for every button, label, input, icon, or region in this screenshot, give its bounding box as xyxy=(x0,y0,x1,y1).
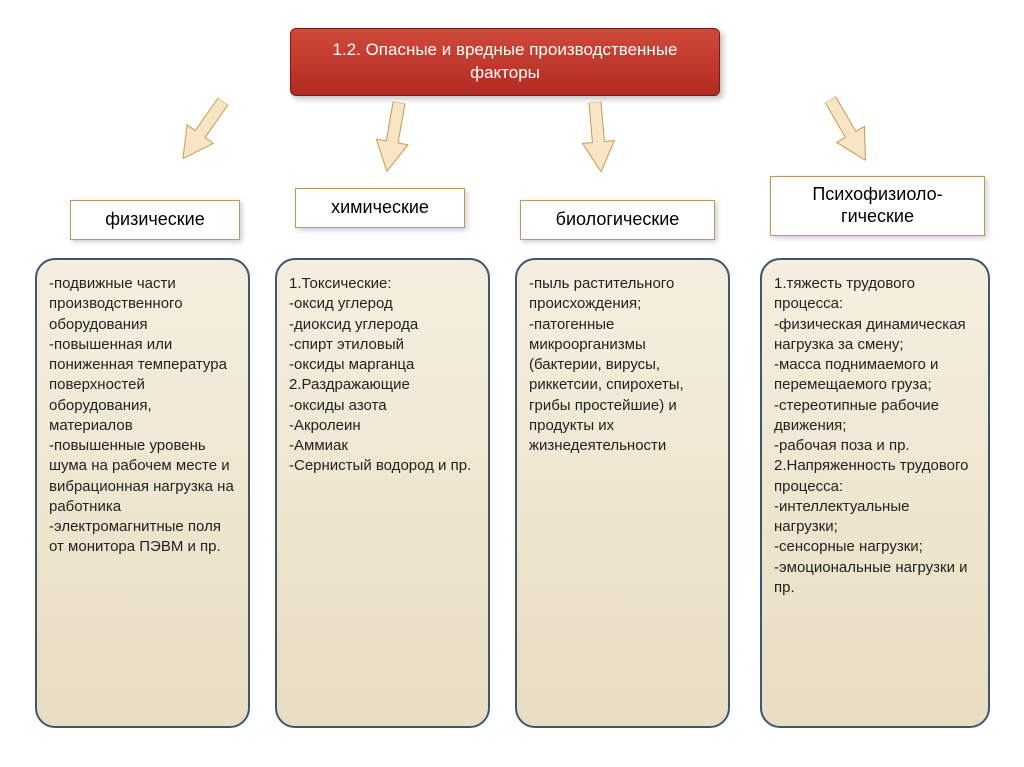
content-psychophys: 1.тяжесть трудового процесса: -физическа… xyxy=(760,258,990,728)
category-label: химические xyxy=(331,197,429,219)
category-label: физические xyxy=(105,209,205,231)
arrow-1 xyxy=(369,99,417,174)
arrow-3 xyxy=(815,91,881,170)
content-physical: -подвижные части производственного обору… xyxy=(35,258,250,728)
category-biological: биологические xyxy=(520,200,715,240)
diagram-title: 1.2. Опасные и вредные производственные … xyxy=(290,28,720,96)
category-physical: физические xyxy=(70,200,240,240)
content-chemical: 1.Токсические: -оксид углерод -диоксид у… xyxy=(275,258,490,728)
category-chemical: химические xyxy=(295,188,465,228)
category-label: биологические xyxy=(556,209,680,231)
arrow-0 xyxy=(168,91,238,169)
category-label: Психофизиоло-гические xyxy=(779,184,976,227)
category-psychophys: Психофизиоло-гические xyxy=(770,176,985,236)
content-biological: -пыль растительного происхождения; -пато… xyxy=(515,258,730,728)
arrow-2 xyxy=(577,101,619,174)
